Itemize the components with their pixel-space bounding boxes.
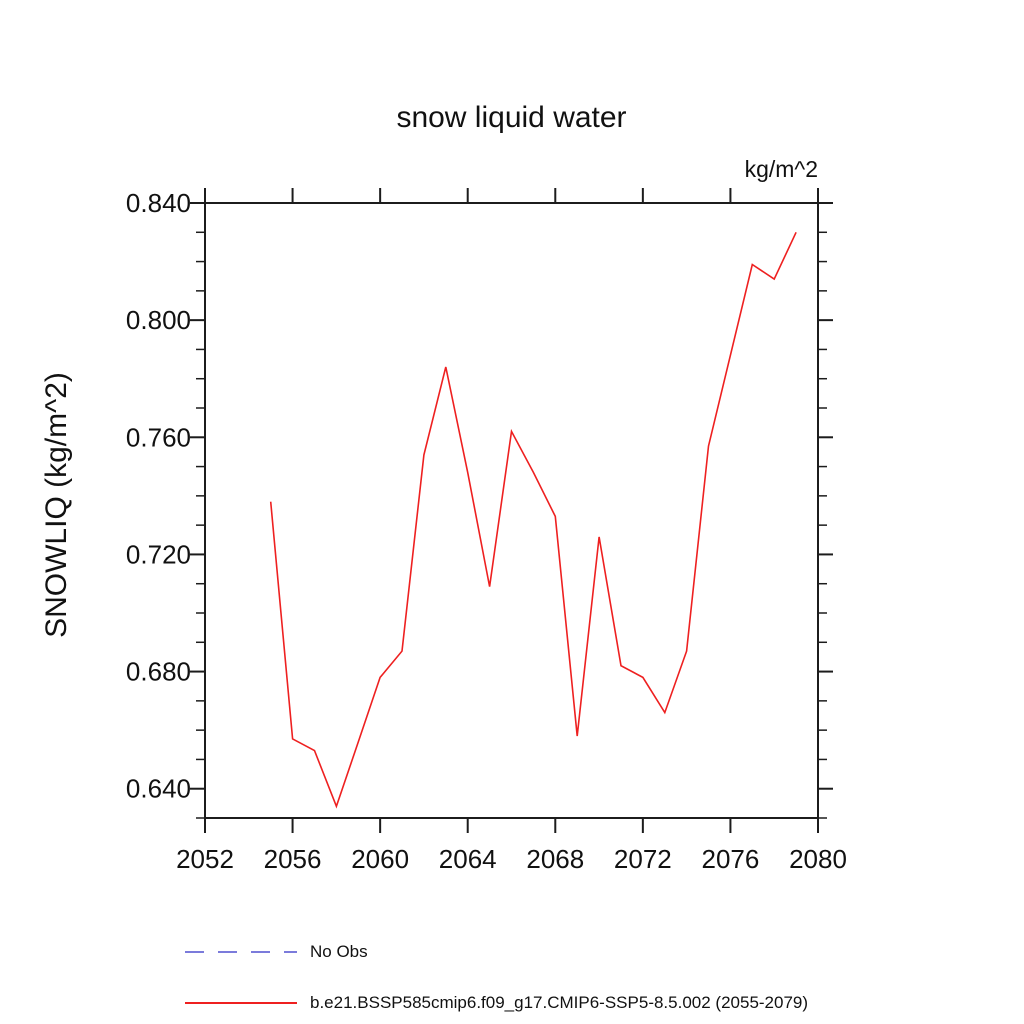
unit-label: kg/m^2 — [744, 156, 818, 182]
x-tick-label: 2056 — [264, 844, 322, 874]
no-obs-legend-line — [185, 951, 297, 953]
model-series-legend-line — [185, 1002, 297, 1004]
x-tick-label: 2080 — [789, 844, 847, 874]
y-tick-label: 0.800 — [126, 305, 191, 335]
legend-entry-model-series: b.e21.BSSP585cmip6.f09_g17.CMIP6-SSP5-8.… — [185, 992, 808, 1014]
x-tick-label: 2072 — [614, 844, 672, 874]
no-obs-legend-label: No Obs — [310, 942, 368, 961]
y-tick-label: 0.680 — [126, 657, 191, 687]
legend-entry-no-obs: No Obs — [185, 941, 368, 963]
series-line — [269, 231, 797, 809]
x-tick-label: 2076 — [702, 844, 760, 874]
x-tick-label: 2052 — [176, 844, 234, 874]
x-tick-label: 2068 — [526, 844, 584, 874]
x-tick-label: 2060 — [351, 844, 409, 874]
y-tick-label: 0.840 — [126, 188, 191, 218]
x-tick-label: 2064 — [439, 844, 497, 874]
model-series-legend-label: b.e21.BSSP585cmip6.f09_g17.CMIP6-SSP5-8.… — [310, 993, 809, 1012]
y-tick-label: 0.760 — [126, 422, 191, 452]
chart-title: snow liquid water — [396, 101, 627, 134]
y-tick-label: 0.720 — [126, 539, 191, 569]
y-tick-label: 0.640 — [126, 774, 191, 804]
plot-frame — [204, 202, 819, 819]
